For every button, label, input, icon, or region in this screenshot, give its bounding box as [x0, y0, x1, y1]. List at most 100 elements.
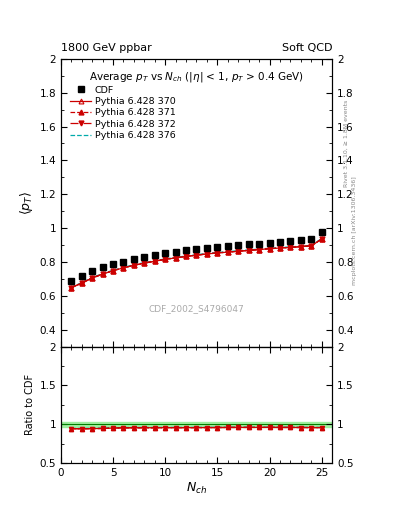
Pythia 6.428 372 [100, 271, 105, 277]
Pythia 6.428 372 [184, 253, 188, 260]
CDF [319, 229, 324, 236]
Pythia 6.428 376 [184, 253, 188, 259]
Pythia 6.428 370 [69, 285, 74, 291]
Y-axis label: Ratio to CDF: Ratio to CDF [25, 374, 35, 436]
Legend: CDF, Pythia 6.428 370, Pythia 6.428 371, Pythia 6.428 372, Pythia 6.428 376: CDF, Pythia 6.428 370, Pythia 6.428 371,… [68, 84, 177, 142]
CDF [298, 238, 303, 244]
CDF [184, 247, 188, 253]
Pythia 6.428 376 [163, 256, 167, 262]
CDF [142, 254, 147, 260]
Pythia 6.428 372 [152, 258, 157, 264]
Pythia 6.428 376 [205, 250, 209, 257]
Pythia 6.428 372 [121, 265, 126, 271]
CDF [132, 257, 136, 263]
CDF [79, 273, 84, 280]
Pythia 6.428 370 [111, 268, 116, 274]
Pythia 6.428 370 [309, 243, 314, 249]
Pythia 6.428 376 [319, 236, 324, 242]
CDF [69, 279, 74, 285]
Pythia 6.428 371 [173, 255, 178, 261]
CDF [205, 245, 209, 251]
Pythia 6.428 371 [163, 257, 167, 263]
Line: CDF: CDF [68, 229, 325, 284]
CDF [267, 240, 272, 246]
Line: Pythia 6.428 370: Pythia 6.428 370 [69, 237, 324, 290]
Pythia 6.428 370 [163, 257, 167, 263]
Pythia 6.428 376 [132, 262, 136, 268]
Pythia 6.428 371 [226, 249, 230, 255]
Pythia 6.428 371 [100, 271, 105, 277]
Pythia 6.428 371 [267, 246, 272, 252]
Pythia 6.428 371 [246, 247, 251, 253]
Pythia 6.428 370 [215, 250, 220, 256]
CDF [100, 264, 105, 270]
Pythia 6.428 376 [173, 254, 178, 261]
Pythia 6.428 372 [194, 252, 199, 258]
Pythia 6.428 376 [246, 247, 251, 253]
Pythia 6.428 371 [184, 253, 188, 260]
CDF [288, 238, 293, 244]
Pythia 6.428 370 [277, 245, 282, 251]
Pythia 6.428 376 [267, 245, 272, 251]
CDF [194, 246, 199, 252]
Pythia 6.428 372 [173, 255, 178, 261]
Pythia 6.428 371 [69, 285, 74, 291]
Pythia 6.428 376 [226, 248, 230, 254]
CDF [215, 244, 220, 250]
Text: Soft QCD: Soft QCD [282, 43, 332, 53]
Pythia 6.428 372 [226, 249, 230, 255]
Pythia 6.428 376 [194, 251, 199, 258]
Pythia 6.428 370 [288, 244, 293, 250]
Line: Pythia 6.428 376: Pythia 6.428 376 [72, 239, 321, 287]
Pythia 6.428 376 [236, 248, 241, 254]
Pythia 6.428 372 [319, 236, 324, 242]
Pythia 6.428 376 [152, 258, 157, 264]
Line: Pythia 6.428 371: Pythia 6.428 371 [69, 237, 324, 290]
Text: Rivet 3.1.10, ≥ 1.8M events: Rivet 3.1.10, ≥ 1.8M events [344, 100, 349, 187]
CDF [163, 250, 167, 257]
Pythia 6.428 371 [121, 265, 126, 271]
Pythia 6.428 371 [132, 262, 136, 268]
Pythia 6.428 376 [90, 274, 95, 281]
Pythia 6.428 372 [205, 251, 209, 257]
CDF [173, 249, 178, 255]
Pythia 6.428 376 [277, 244, 282, 250]
Pythia 6.428 371 [142, 260, 147, 266]
Pythia 6.428 371 [111, 268, 116, 274]
Pythia 6.428 376 [69, 284, 74, 290]
Pythia 6.428 372 [69, 285, 74, 291]
Pythia 6.428 372 [277, 245, 282, 251]
Pythia 6.428 372 [132, 262, 136, 268]
Pythia 6.428 370 [298, 244, 303, 250]
Pythia 6.428 372 [90, 275, 95, 281]
Pythia 6.428 370 [257, 246, 261, 252]
Pythia 6.428 372 [111, 268, 116, 274]
Pythia 6.428 370 [79, 280, 84, 286]
Pythia 6.428 370 [100, 271, 105, 277]
Pythia 6.428 370 [267, 246, 272, 252]
Pythia 6.428 371 [257, 246, 261, 252]
Pythia 6.428 376 [100, 270, 105, 276]
Line: Pythia 6.428 372: Pythia 6.428 372 [69, 237, 324, 290]
Pythia 6.428 376 [142, 260, 147, 266]
Pythia 6.428 371 [205, 251, 209, 257]
Pythia 6.428 371 [215, 250, 220, 256]
Text: Average $p_T$ vs $N_{ch}$ ($|\eta|$ < 1, $p_T$ > 0.4 GeV): Average $p_T$ vs $N_{ch}$ ($|\eta|$ < 1,… [89, 70, 304, 84]
Pythia 6.428 371 [194, 252, 199, 258]
Pythia 6.428 376 [215, 249, 220, 255]
Bar [61, 422, 332, 426]
Pythia 6.428 371 [309, 243, 314, 249]
Pythia 6.428 370 [236, 248, 241, 254]
Pythia 6.428 372 [257, 246, 261, 252]
Pythia 6.428 376 [257, 246, 261, 252]
CDF [226, 243, 230, 249]
Pythia 6.428 376 [288, 244, 293, 250]
CDF [121, 259, 126, 265]
Pythia 6.428 372 [215, 250, 220, 256]
Pythia 6.428 376 [298, 243, 303, 249]
Pythia 6.428 370 [184, 253, 188, 260]
Pythia 6.428 370 [173, 255, 178, 261]
Pythia 6.428 371 [90, 275, 95, 281]
Text: CDF_2002_S4796047: CDF_2002_S4796047 [149, 305, 244, 314]
Pythia 6.428 372 [236, 248, 241, 254]
